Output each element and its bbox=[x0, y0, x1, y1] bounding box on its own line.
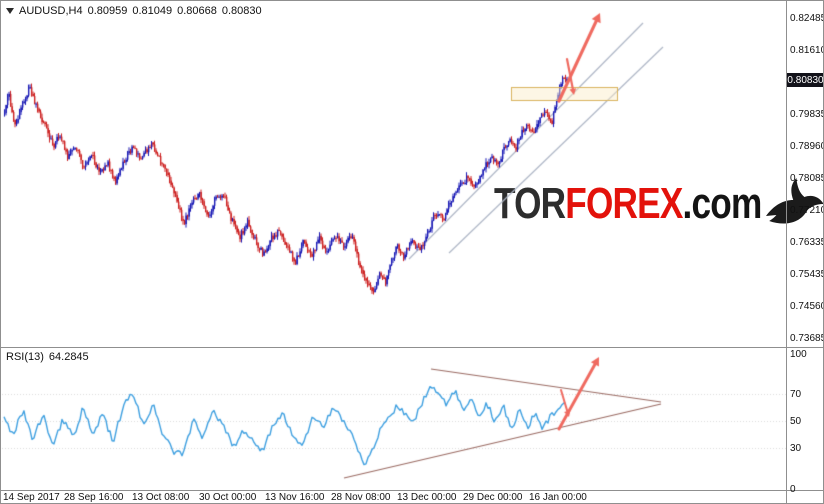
rsi-axis[interactable]: 100 70 50 30 0 bbox=[787, 1, 823, 503]
time-tick-label: 30 Oct 00:00 bbox=[199, 492, 257, 503]
rsi-tick-label: 30 bbox=[790, 443, 802, 455]
time-scale-separator bbox=[1, 490, 823, 491]
price-tick-label: 0.78960 bbox=[790, 141, 824, 152]
rsi-indicator-label: RSI(13) 64.2845 bbox=[6, 351, 89, 363]
rsi-tick-label: 50 bbox=[790, 416, 802, 428]
price-scale-separator bbox=[786, 1, 787, 503]
ohlc-high: 0.81049 bbox=[132, 5, 173, 17]
price-tick-label: 0.78085 bbox=[790, 173, 824, 184]
time-tick-label: 13 Oct 08:00 bbox=[132, 492, 190, 503]
current-price-label: 0.80830 bbox=[787, 74, 824, 86]
price-tick-label: 0.79835 bbox=[790, 109, 824, 120]
symbol-title: AUDUSD,H4 bbox=[19, 5, 83, 17]
price-axis[interactable]: 0.82485 0.81610 0.79835 0.78960 0.78085 0.772… bbox=[787, 1, 824, 503]
current-price-box: 0.80830 bbox=[787, 73, 824, 87]
time-axis[interactable]: 14 Sep 2017 28 Sep 16:00 13 Oct 08:00 30 Oc… bbox=[1, 491, 785, 503]
ohlc-low: 0.80668 bbox=[177, 5, 217, 17]
rsi-tick-label: 100 bbox=[790, 349, 807, 360]
ohlc-close: 0.80830 bbox=[221, 5, 262, 17]
time-tick-label: 29 Dec 00:00 bbox=[463, 492, 523, 503]
price-tick-label: 0.75435 bbox=[790, 269, 824, 280]
symbol-info: AUDUSD,H4 0.80959 0.81049 0.80668 0.8083… bbox=[6, 5, 262, 17]
price-tick-label: 0.81610 bbox=[790, 45, 824, 56]
price-tick-label: 0.74560 bbox=[790, 301, 824, 312]
panel-separator[interactable] bbox=[1, 347, 823, 348]
price-tick-label: 0.77210 bbox=[790, 205, 824, 216]
time-tick-label: 16 Jan 00:00 bbox=[529, 492, 587, 503]
time-tick-label: 13 Nov 16:00 bbox=[265, 492, 325, 503]
rsi-tick-label: 0 bbox=[790, 483, 796, 495]
symbol-marker-icon bbox=[6, 8, 14, 14]
price-tick-label: 0.82485 bbox=[790, 13, 824, 24]
price-tick-label: 0.76335 bbox=[790, 237, 824, 248]
time-tick-label: 28 Sep 16:00 bbox=[64, 492, 124, 503]
time-tick-label: 13 Dec 00:00 bbox=[397, 492, 457, 503]
rsi-name: RSI(13) bbox=[6, 351, 44, 363]
ohlc-open: 0.80959 bbox=[87, 5, 128, 17]
rsi-value: 64.2845 bbox=[48, 351, 89, 363]
time-tick-label: 14 Sep 2017 bbox=[3, 492, 60, 503]
price-tick-label: 0.73685 bbox=[790, 333, 824, 344]
rsi-tick-label: 70 bbox=[790, 389, 802, 401]
time-tick-label: 28 Nov 08:00 bbox=[331, 492, 391, 503]
